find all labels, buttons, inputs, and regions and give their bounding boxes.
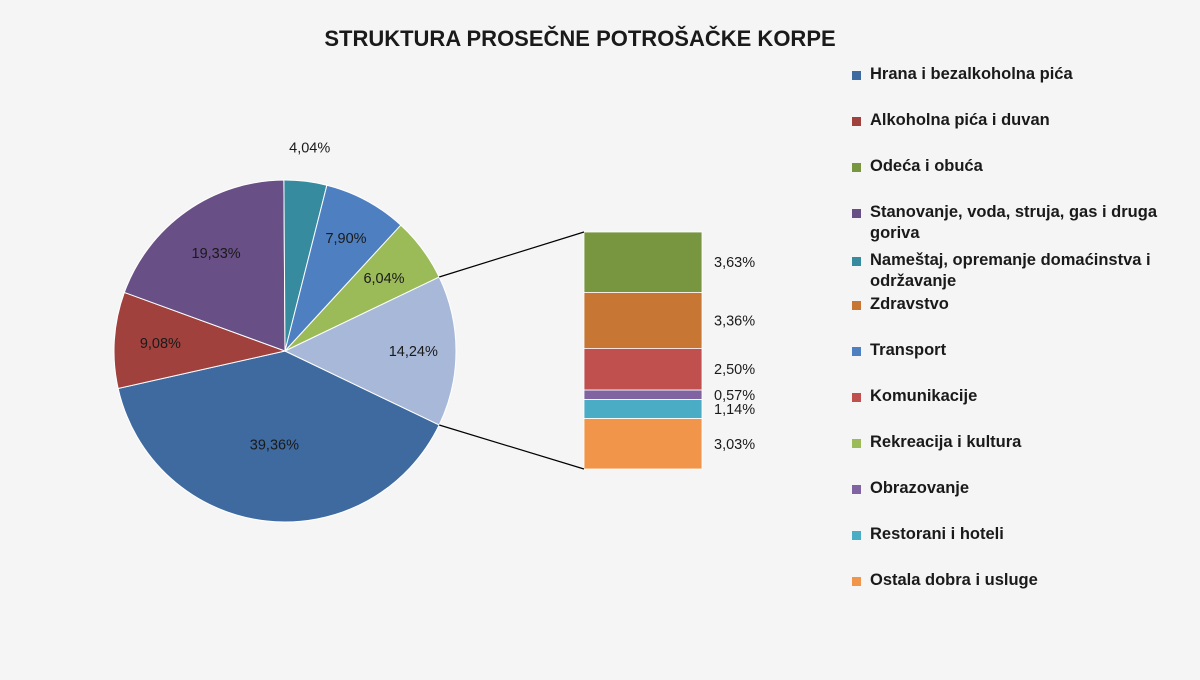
legend-label: Odeća i obuća — [870, 157, 983, 175]
legend-swatch — [852, 163, 861, 172]
chart-title: STRUKTURA PROSEČNE POTROŠAČKE KORPE — [324, 26, 836, 51]
legend-item-odeca-i-obuca: Odeća i obuća — [852, 156, 1182, 177]
bar-segment-odeca-i-obuca — [583, 231, 703, 293]
bar-data-label-obrazovanje: 0,57% — [714, 388, 755, 404]
legend-swatch — [852, 71, 861, 80]
pie-slice-stanovanje-voda-struja-gas-i-druga-goriva — [123, 179, 286, 352]
legend-label: Transport — [870, 341, 947, 359]
pie-slice-alkoholna-pica-i-duvan — [113, 291, 287, 390]
legend-item-alkoholna-pica-i-duvan: Alkoholna pića i duvan — [852, 110, 1182, 131]
pie-data-label-alkoholna-pica-i-duvan: 9,08% — [140, 336, 181, 352]
legend-swatch — [852, 439, 861, 448]
bar-data-label-zdravstvo: 3,36% — [714, 313, 755, 329]
legend-swatch — [852, 117, 861, 126]
pie-data-label-namestaj-opremanje-domacinstva-i-odrzavanje: 4,04% — [289, 140, 330, 156]
bar-segment-ostala-dobra-i-usluge — [583, 418, 703, 470]
legend-swatch — [852, 531, 861, 540]
pie-data-label-transport: 7,90% — [325, 231, 366, 247]
legend-label: Komunikacije — [870, 387, 978, 405]
legend-swatch — [852, 393, 861, 402]
bar-segment-restorani-i-hoteli — [583, 399, 703, 419]
legend-swatch — [852, 577, 861, 586]
bar-data-label-komunikacije: 2,50% — [714, 362, 755, 378]
connector-line-top — [439, 231, 585, 278]
legend-item-namestaj-opremanje-domacinstva-i-odrzavanje: Nameštaj, opremanje domaćinstva i održav… — [852, 250, 1182, 292]
bar-data-label-odeca-i-obuca: 3,63% — [714, 255, 755, 271]
legend-item-zdravstvo: Zdravstvo — [852, 294, 1182, 315]
legend-item-obrazovanje: Obrazovanje — [852, 478, 1182, 499]
legend-label: Rekreacija i kultura — [870, 433, 1022, 451]
bar-segment-komunikacije — [583, 348, 703, 391]
pie-slice-other — [283, 276, 457, 426]
bar-data-label-restorani-i-hoteli: 1,14% — [714, 402, 755, 418]
legend-item-transport: Transport — [852, 340, 1182, 361]
legend-swatch — [852, 347, 861, 356]
legend-label: Stanovanje, voda, struja, gas i druga go… — [870, 203, 1157, 242]
legend-item-ostala-dobra-i-usluge: Ostala dobra i usluge — [852, 570, 1182, 591]
bar-data-label-ostala-dobra-i-usluge: 3,03% — [714, 437, 755, 453]
legend-swatch — [852, 301, 861, 310]
legend-label: Zdravstvo — [870, 295, 949, 313]
legend-label: Hrana i bezalkoholna pića — [870, 65, 1073, 83]
legend-item-komunikacije: Komunikacije — [852, 386, 1182, 407]
legend-label: Obrazovanje — [870, 479, 970, 497]
legend-swatch — [852, 209, 861, 218]
pie-data-label-other: 14,24% — [389, 344, 438, 360]
legend-swatch — [852, 485, 861, 494]
legend-item-restorani-i-hoteli: Restorani i hoteli — [852, 524, 1182, 545]
legend-label: Restorani i hoteli — [870, 525, 1004, 543]
connector-line-bottom — [439, 424, 585, 470]
bar-segment-obrazovanje — [583, 389, 703, 400]
legend-item-hrana-i-bezalkoholna-pica: Hrana i bezalkoholna pića — [852, 64, 1182, 85]
pie-slice-hrana-i-bezalkoholna-pica — [117, 350, 440, 523]
legend-item-rekreacija-i-kultura: Rekreacija i kultura — [852, 432, 1182, 453]
legend-swatch — [852, 257, 861, 266]
legend-label: Ostala dobra i usluge — [870, 571, 1038, 589]
legend-label: Alkoholna pića i duvan — [870, 111, 1050, 129]
bar-segment-zdravstvo — [583, 292, 703, 349]
legend-item-stanovanje-voda-struja-gas-i-druga-goriva: Stanovanje, voda, struja, gas i druga go… — [852, 202, 1182, 244]
legend-label: Nameštaj, opremanje domaćinstva i održav… — [870, 251, 1151, 290]
pie-data-label-stanovanje-voda-struja-gas-i-druga-goriva: 19,33% — [192, 246, 241, 262]
pie-data-label-hrana-i-bezalkoholna-pica: 39,36% — [250, 437, 299, 453]
pie-data-label-rekreacija-i-kultura: 6,04% — [363, 271, 404, 287]
